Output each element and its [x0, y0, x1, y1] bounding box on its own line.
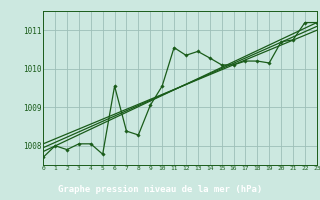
Text: Graphe pression niveau de la mer (hPa): Graphe pression niveau de la mer (hPa) — [58, 185, 262, 194]
